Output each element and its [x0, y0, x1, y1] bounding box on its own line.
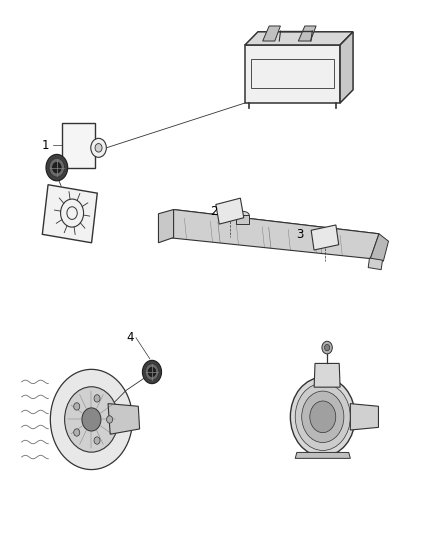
Polygon shape: [245, 32, 353, 45]
Polygon shape: [159, 209, 173, 243]
Circle shape: [322, 341, 332, 354]
Circle shape: [50, 369, 133, 470]
Text: 1: 1: [42, 139, 49, 152]
Circle shape: [302, 391, 344, 442]
Polygon shape: [295, 453, 350, 458]
Circle shape: [106, 416, 113, 423]
Polygon shape: [340, 32, 353, 103]
Circle shape: [145, 364, 159, 381]
Circle shape: [94, 437, 100, 444]
Polygon shape: [371, 234, 389, 261]
Circle shape: [310, 401, 336, 433]
Circle shape: [65, 387, 118, 452]
Circle shape: [74, 403, 80, 410]
Circle shape: [91, 139, 106, 157]
Circle shape: [325, 344, 330, 351]
Circle shape: [290, 377, 355, 456]
Polygon shape: [311, 225, 339, 250]
Text: 2: 2: [210, 205, 217, 217]
Polygon shape: [314, 364, 340, 387]
Polygon shape: [108, 403, 140, 434]
Polygon shape: [350, 403, 378, 430]
Circle shape: [53, 163, 61, 173]
Circle shape: [82, 408, 101, 431]
Circle shape: [49, 158, 65, 177]
Polygon shape: [167, 209, 379, 239]
Polygon shape: [298, 26, 316, 41]
Polygon shape: [62, 123, 95, 167]
Polygon shape: [216, 198, 244, 224]
Polygon shape: [236, 215, 249, 224]
Circle shape: [94, 395, 100, 402]
Circle shape: [46, 155, 67, 181]
Circle shape: [74, 429, 80, 436]
Ellipse shape: [236, 212, 249, 219]
Circle shape: [148, 367, 156, 377]
Polygon shape: [263, 26, 280, 41]
Text: 4: 4: [127, 331, 134, 344]
Circle shape: [142, 360, 162, 384]
Polygon shape: [245, 45, 340, 103]
Polygon shape: [368, 258, 382, 270]
Circle shape: [295, 383, 350, 450]
Text: 3: 3: [296, 228, 304, 241]
Polygon shape: [167, 209, 379, 259]
Polygon shape: [42, 185, 97, 243]
Circle shape: [95, 143, 102, 152]
